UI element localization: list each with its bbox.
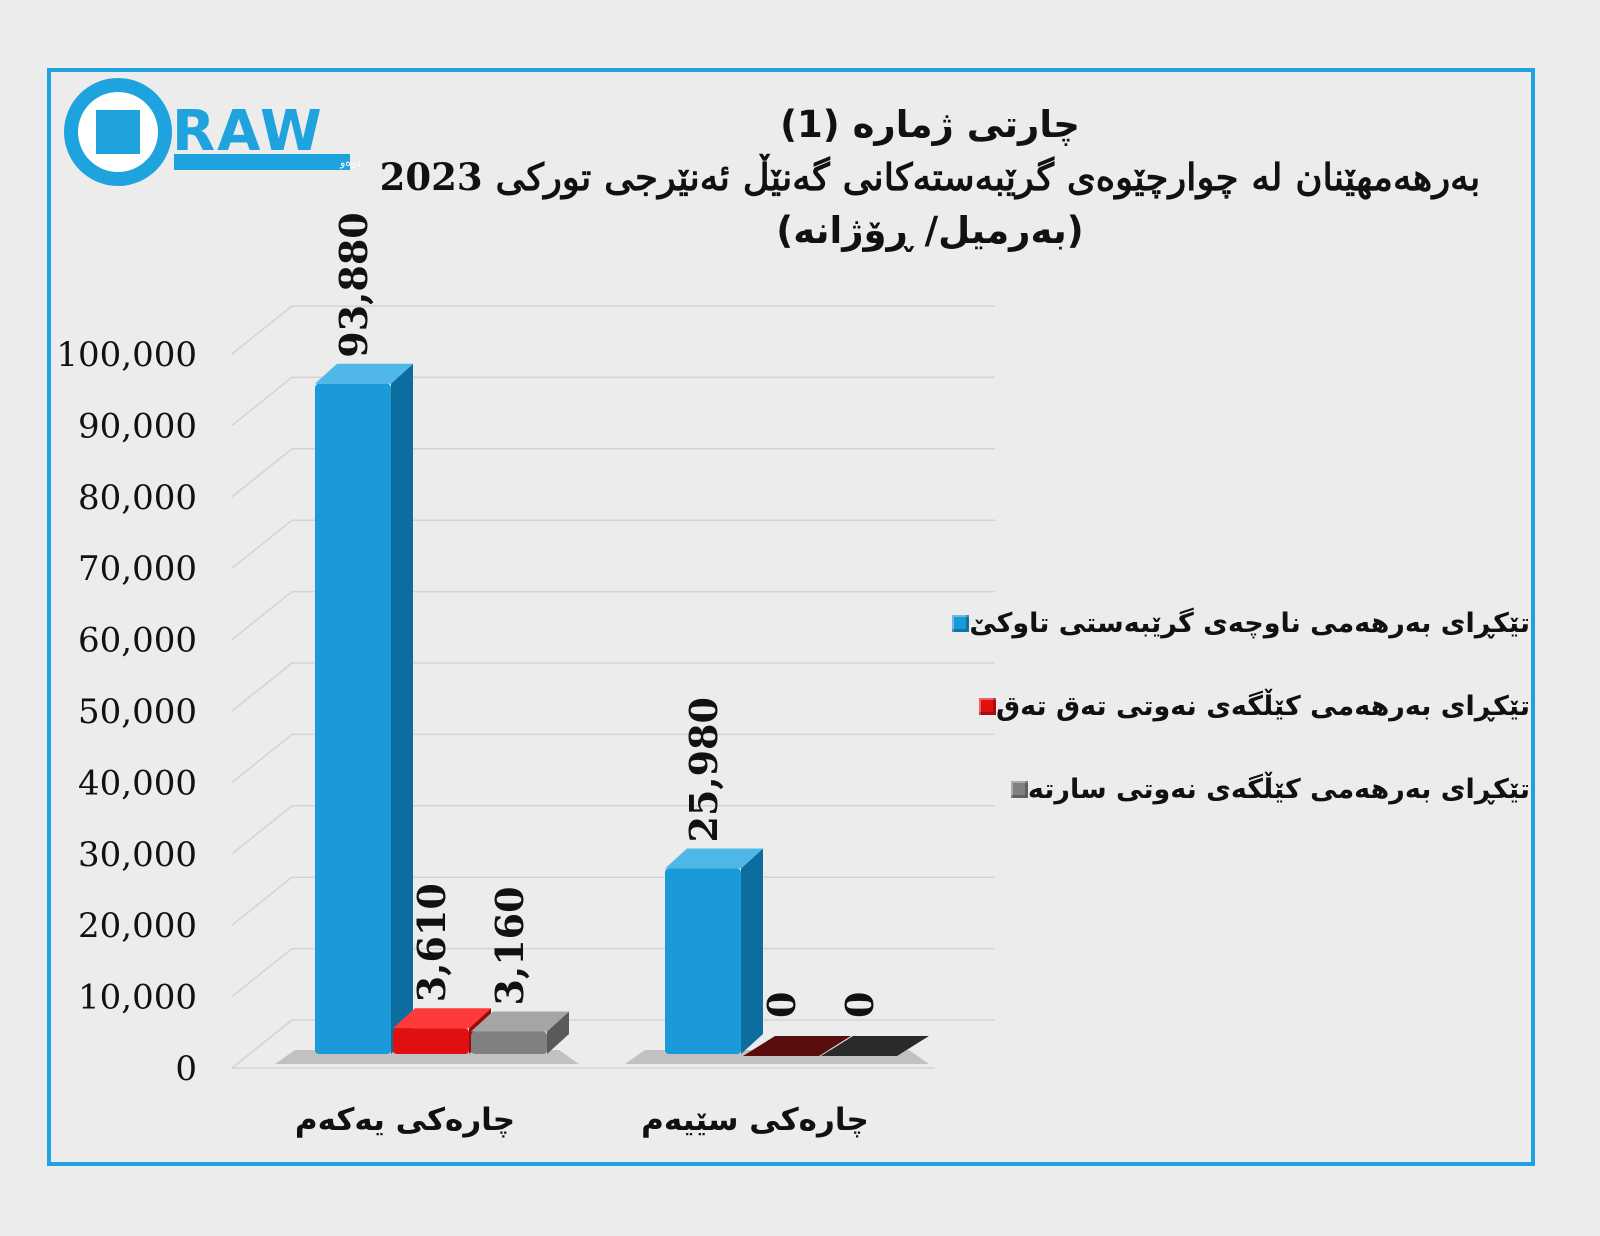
gridline-depth [231,376,293,426]
bar-side [547,1011,569,1054]
y-tick-label: 100,000 [56,335,197,375]
legend-label: تێکڕای بەرهەمی کێڵگەی نەوتی تەق تەق [995,691,1530,722]
legend-item-taq-taq: تێکڕای بەرهەمی کێڵگەی نەوتی تەق تەق [970,665,1530,748]
data-label: 3,160 [487,886,532,1005]
bar [821,1036,929,1056]
gridline-depth [231,876,293,926]
y-tick-label: 0 [175,1049,197,1089]
chart-title: چارتی ژمارە (1) [780,103,1080,146]
data-label: 0 [759,992,804,1018]
legend-swatch-gray [1010,781,1028,798]
bar-top [315,363,413,384]
legend-label: تێکڕای بەرهەمی ناوچەی گرێبەستی تاوکێ [969,608,1530,639]
data-label: 3,610 [409,883,454,1002]
bar [393,1028,469,1054]
bar [315,383,391,1055]
gridline-depth [231,305,293,355]
legend: تێکڕای بەرهەمی ناوچەی گرێبەستی تاوکێ تێک… [952,582,1530,831]
data-label: 93,880 [331,212,376,357]
bar-top [393,1008,491,1029]
data-label: 0 [837,992,882,1018]
svg-text:RAW: RAW [172,99,324,164]
legend-swatch-blue [952,615,970,632]
x-category-label: چارەکی یەکەم [295,1102,515,1138]
chart-title-block: چارتی ژمارە (1) بەرهەمهێنان لە چوارچێوەی… [330,98,1530,257]
bar-side [391,363,413,1055]
legend-item-sarta: تێکڕای بەرهەمی کێڵگەی نەوتی سارتە [970,748,1530,831]
svg-text:دامەزراوەی میدیایی درەو: دامەزراوەی میدیایی درەو [339,156,360,169]
y-tick-label: 30,000 [78,835,197,875]
y-tick-label: 70,000 [78,549,197,589]
y-tick-label: 60,000 [78,621,197,661]
gridline-depth [231,448,293,498]
y-tick-label: 20,000 [78,906,197,946]
gridline-depth [231,662,293,712]
legend-item-tawke: تێکڕای بەرهەمی ناوچەی گرێبەستی تاوکێ [952,582,1530,665]
draw-logo: RAW دامەزراوەی میدیایی درەو [64,78,360,186]
legend-label: تێکڕای بەرهەمی کێڵگەی نەوتی سارتە [1027,774,1530,805]
y-tick-label: 50,000 [78,692,197,732]
x-category-label: چارەکی سێیەم [641,1102,869,1138]
data-label: 25,980 [681,697,726,842]
bar-top [665,848,763,869]
gridline-depth [231,805,293,855]
chart-subtitle: بەرهەمهێنان لە چوارچێوەی گرێبەستەکانی گە… [379,155,1481,199]
chart-unit: (بەرمیل/ ڕۆژانە) [776,209,1084,252]
gridline-depth [231,948,293,998]
gridline-depth [231,591,293,641]
bar [471,1031,547,1054]
bar [743,1036,851,1056]
legend-swatch-red [978,698,996,715]
y-tick-label: 90,000 [78,406,197,446]
bar-side [741,848,763,1054]
y-tick-label: 10,000 [78,978,197,1018]
y-tick-label: 40,000 [78,763,197,803]
gridline-depth [231,733,293,783]
gridline-depth [231,1019,293,1069]
bar [665,868,741,1054]
bar-top [471,1011,569,1032]
y-tick-label: 80,000 [78,478,197,518]
chart-frame [47,68,1535,1166]
gridline-depth [231,519,293,569]
